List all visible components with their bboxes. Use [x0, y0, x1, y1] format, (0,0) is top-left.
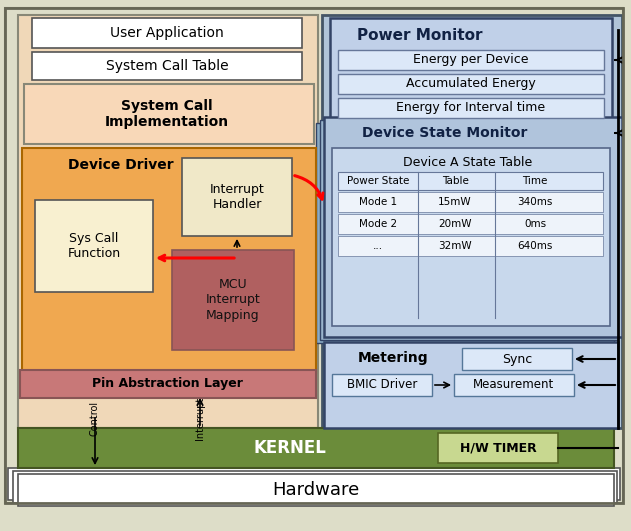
Text: Table: Table — [442, 176, 468, 186]
Bar — [22, 148, 316, 373]
Bar — [462, 348, 572, 370]
Text: Energy for Interval time: Energy for Interval time — [396, 101, 546, 115]
Text: Interrupt
Handler: Interrupt Handler — [209, 183, 264, 211]
Text: ...: ... — [373, 241, 383, 251]
Bar — [338, 74, 604, 94]
Text: Mode 1: Mode 1 — [359, 197, 397, 207]
Bar — [324, 117, 622, 337]
Text: Sync: Sync — [502, 353, 532, 365]
Bar — [338, 50, 604, 70]
Bar — [18, 428, 614, 468]
Text: System Call Table: System Call Table — [105, 59, 228, 73]
Bar — [18, 474, 614, 506]
Text: Interrupt: Interrupt — [195, 396, 205, 440]
Text: H/W TIMER: H/W TIMER — [459, 441, 536, 455]
Bar — [182, 158, 292, 236]
Text: 0ms: 0ms — [524, 219, 546, 229]
Bar — [320, 120, 618, 340]
Text: MCU
Interrupt
Mapping: MCU Interrupt Mapping — [206, 278, 261, 321]
Text: 340ms: 340ms — [517, 197, 553, 207]
Bar — [338, 172, 603, 190]
Bar — [454, 374, 574, 396]
Text: Accumulated Energy: Accumulated Energy — [406, 78, 536, 90]
Text: Device Driver: Device Driver — [68, 158, 174, 172]
Bar — [172, 250, 294, 350]
Text: Time: Time — [522, 176, 548, 186]
Bar — [32, 52, 302, 80]
Bar — [35, 200, 153, 292]
Bar — [332, 374, 432, 396]
Text: Sys Call
Function: Sys Call Function — [68, 232, 121, 260]
Text: Device A State Table: Device A State Table — [403, 156, 533, 168]
Bar — [32, 18, 302, 48]
Text: Measurement: Measurement — [473, 379, 555, 391]
Text: Mode 2: Mode 2 — [359, 219, 397, 229]
Text: KERNEL: KERNEL — [254, 439, 326, 457]
Text: BMIC Driver: BMIC Driver — [347, 379, 417, 391]
Text: Metering: Metering — [358, 351, 428, 365]
Bar — [338, 214, 603, 234]
Text: Power Monitor: Power Monitor — [357, 28, 483, 42]
Bar — [24, 84, 314, 144]
Bar — [338, 192, 603, 212]
Bar — [338, 98, 604, 118]
Text: Control: Control — [90, 400, 100, 435]
Text: System Call
Implementation: System Call Implementation — [105, 99, 229, 129]
Bar — [18, 15, 318, 428]
Bar — [438, 433, 558, 463]
Bar — [332, 148, 610, 326]
Text: Device State Monitor: Device State Monitor — [362, 126, 528, 140]
Text: 32mW: 32mW — [438, 241, 472, 251]
Text: Energy per Device: Energy per Device — [413, 54, 529, 66]
Text: Hardware: Hardware — [273, 481, 360, 499]
Bar — [322, 15, 622, 428]
Bar — [13, 471, 617, 503]
Text: 20mW: 20mW — [439, 219, 472, 229]
Bar — [316, 123, 614, 343]
Text: Power State: Power State — [347, 176, 409, 186]
Bar — [324, 342, 618, 428]
Bar — [8, 468, 620, 500]
Text: 15mW: 15mW — [438, 197, 472, 207]
Text: User Application: User Application — [110, 26, 224, 40]
Bar — [330, 18, 612, 118]
Bar — [20, 370, 316, 398]
Text: 640ms: 640ms — [517, 241, 553, 251]
Text: Pin Abstraction Layer: Pin Abstraction Layer — [91, 378, 242, 390]
Bar — [338, 236, 603, 256]
